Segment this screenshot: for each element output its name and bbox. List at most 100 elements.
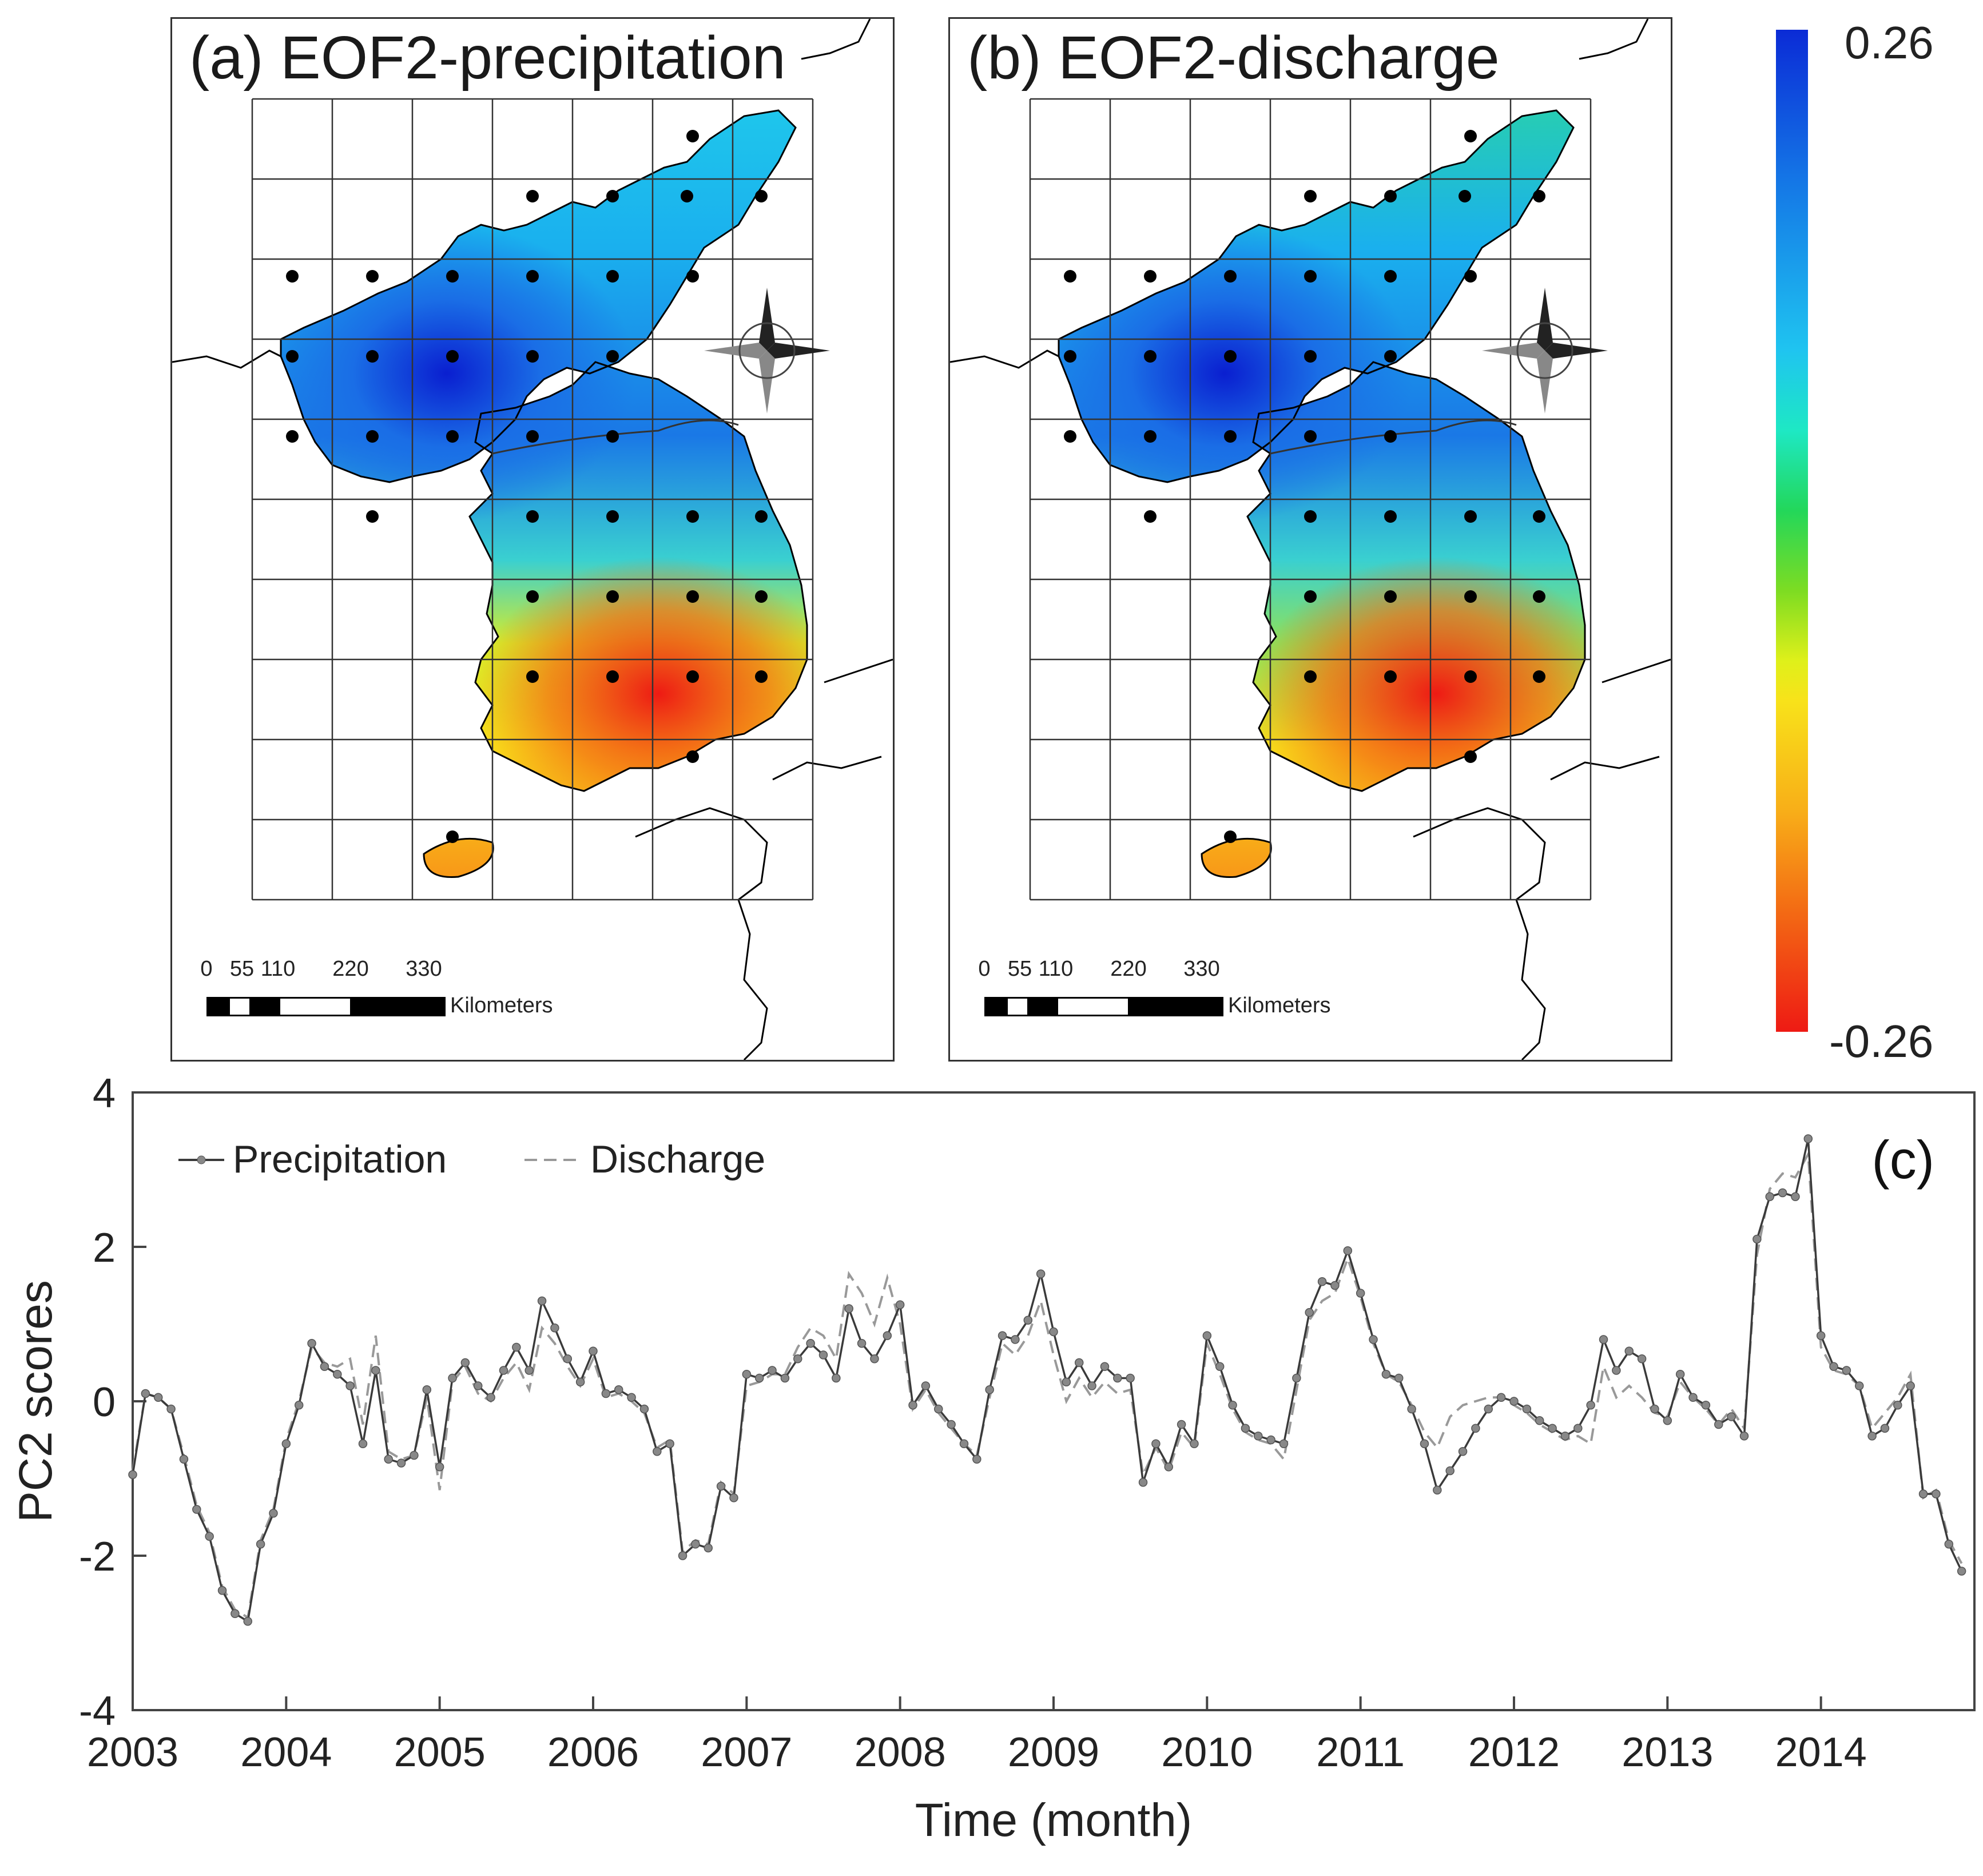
scale-tick-label: 0 [200, 957, 213, 981]
coastline [635, 807, 768, 1060]
station-dot [1304, 510, 1317, 523]
precipitation-point [589, 1346, 598, 1356]
scale-bar: 0 55 110 220 330 Kilometers [978, 957, 1551, 1037]
x-tick-label: 2014 [1775, 1730, 1867, 1775]
precipitation-point [1343, 1246, 1353, 1255]
precipitation-point [512, 1342, 521, 1352]
y-tick-label: 0 [93, 1380, 116, 1425]
station-dot [1384, 430, 1397, 443]
scale-bar: 0 55 110 220 330 Kilometers [200, 957, 773, 1037]
precipitation-point [1190, 1439, 1199, 1448]
precipitation-point [1650, 1404, 1659, 1414]
precipitation-point [1241, 1424, 1250, 1433]
compass-point [1537, 351, 1553, 414]
compass-point [704, 343, 767, 359]
coastline [950, 349, 1059, 369]
precipitation-point [691, 1540, 700, 1549]
precipitation-point [1932, 1489, 1941, 1499]
station-dot [1464, 130, 1477, 142]
precipitation-point [818, 1350, 828, 1360]
precipitation-point [1471, 1424, 1480, 1433]
station-dot [526, 670, 539, 683]
precipitation-point [1254, 1432, 1263, 1441]
station-dot [1384, 590, 1397, 603]
station-dot [1533, 670, 1545, 683]
precipitation-point [371, 1366, 380, 1375]
precipitation-point [1369, 1335, 1378, 1344]
coastline [1579, 19, 1649, 60]
grid [1029, 98, 1592, 901]
station-dot [1064, 270, 1076, 283]
border-line [492, 419, 739, 455]
legend-precipitation-label: Precipitation [233, 1138, 447, 1181]
coastline [172, 349, 281, 369]
precipitation-point [269, 1509, 278, 1518]
precipitation-point [678, 1551, 688, 1560]
border-line [1270, 419, 1517, 455]
precipitation-point [895, 1300, 905, 1309]
precipitation-point [857, 1339, 867, 1348]
precipitation-point [1420, 1439, 1429, 1448]
precipitation-point [947, 1420, 956, 1429]
station-dot [686, 130, 699, 142]
scale-segment [250, 997, 280, 1016]
station-dot [1459, 190, 1471, 202]
precipitation-point [307, 1339, 316, 1348]
legend-precipitation-marker [197, 1155, 206, 1164]
precipitation-point [729, 1493, 738, 1503]
precipitation-point [1791, 1192, 1800, 1201]
x-tick-label: 2009 [1008, 1730, 1099, 1775]
scale-segment [1056, 997, 1130, 1016]
precipitation-point [166, 1404, 176, 1414]
precipitation-point [1381, 1370, 1391, 1379]
precipitation-point [192, 1505, 201, 1514]
precipitation-point [1752, 1234, 1762, 1244]
precipitation-point [1151, 1439, 1161, 1448]
precipitation-point [959, 1439, 969, 1448]
precipitation-point [1727, 1412, 1736, 1421]
compass-point [759, 351, 775, 414]
precipitation-point [1803, 1134, 1813, 1143]
precipitation-point [1496, 1393, 1506, 1402]
precipitation-point [333, 1370, 342, 1379]
precipitation-point [499, 1366, 508, 1375]
precipitation-point [921, 1381, 931, 1390]
korea-map-precipitation [172, 19, 893, 1060]
station-dot [606, 350, 619, 363]
station-dot [366, 510, 379, 523]
station-dot [1144, 510, 1157, 523]
precipitation-point [294, 1401, 304, 1410]
scale-tick-label: 110 [1038, 957, 1074, 981]
coastline [1601, 658, 1671, 683]
precipitation-point [844, 1304, 853, 1313]
x-tick-label: 2005 [394, 1730, 486, 1775]
precipitation-point [1829, 1362, 1838, 1371]
precipitation-point [460, 1358, 470, 1368]
station-dot [1064, 430, 1076, 443]
precipitation-point [1356, 1289, 1365, 1298]
precipitation-point [972, 1454, 981, 1464]
station-dot [606, 590, 619, 603]
precipitation-point [1624, 1346, 1634, 1356]
land-gradient [1059, 110, 1585, 877]
precipitation-point [1535, 1416, 1544, 1425]
precipitation-point [1266, 1435, 1275, 1445]
precipitation-point [1087, 1381, 1096, 1390]
precipitation-point [1100, 1362, 1110, 1371]
precipitation-point [524, 1366, 534, 1375]
precipitation-point [1164, 1462, 1173, 1472]
station-dot [1304, 190, 1317, 202]
y-tick-label: 4 [93, 1075, 116, 1116]
station-dot [1384, 190, 1397, 202]
station-dot [1304, 430, 1317, 443]
precipitation-point [550, 1323, 559, 1333]
precipitation-point [435, 1462, 444, 1472]
compass-point [1482, 343, 1545, 359]
precipitation-point [627, 1393, 636, 1402]
korea-map-discharge [950, 19, 1671, 1060]
precipitation-point [1739, 1432, 1749, 1441]
precipitation-point [768, 1366, 777, 1375]
station-dot [366, 270, 379, 283]
precipitation-point [908, 1401, 917, 1410]
x-tick-label: 2008 [855, 1730, 946, 1775]
